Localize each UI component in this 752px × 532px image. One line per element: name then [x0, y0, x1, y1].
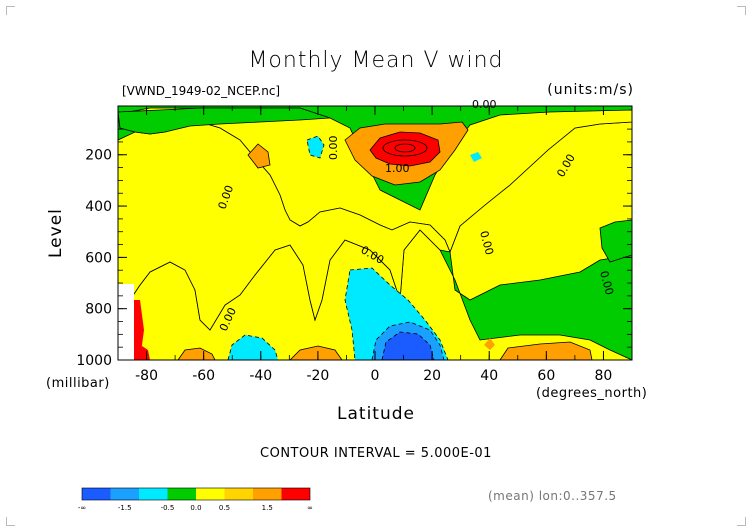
colorbar-tick-label: 0.5 [219, 504, 230, 512]
x-tick-label: 80 [595, 368, 613, 384]
x-tick-label: -60 [192, 368, 215, 384]
field-yellow-mid [118, 121, 451, 331]
colorbar-band [110, 488, 139, 500]
y-tick-label: 200 [85, 148, 112, 164]
contour-red-inner-2 [394, 143, 416, 153]
y-tick-label: 400 [85, 199, 112, 215]
x-tick-label: 20 [423, 368, 441, 384]
x-axis-units: (degrees_north) [536, 386, 648, 401]
colorbar-tick-labels: -∞ -1.5 -0.5 0.0 0.5 1.5 ∞ [78, 504, 313, 512]
crop-mark-bottom-left [6, 517, 15, 526]
crop-mark-top-right [737, 6, 746, 15]
contour-label-upper-center: 0.00 [327, 136, 340, 161]
colorbar-band [82, 488, 111, 500]
axes: -80 -60 -40 -20 0 20 40 60 80 200 400 600 800 1000 [76, 106, 633, 384]
y-tick-label: 800 [85, 302, 112, 318]
x-axis-label: Latitude [337, 404, 415, 424]
colorbar-bands [81, 487, 311, 501]
field-cyan-small [470, 152, 482, 162]
x-tick-label: 0 [371, 368, 380, 384]
field-red-left-edge [134, 300, 144, 360]
colorbar-tick-label: -1.5 [118, 504, 132, 512]
colorbar-band [139, 488, 168, 500]
field-blue-core [381, 331, 435, 360]
contour-field [118, 106, 632, 360]
contour-label-right-lower: 0.00 [597, 269, 616, 296]
contour-red-inner [382, 139, 428, 157]
colorbar-band [196, 488, 225, 500]
colorbar-tick-label: 1.5 [262, 504, 273, 512]
contour-interval-text: CONTOUR INTERVAL = 5.000E-01 [260, 446, 492, 461]
colorbar-band [167, 488, 196, 500]
colorbar-tick-label: -0.5 [161, 504, 175, 512]
colorbar-tick-label: -∞ [78, 504, 86, 512]
field-cyan-left [227, 334, 279, 360]
colorbar-tick-label: ∞ [307, 504, 313, 512]
colorbar-band [253, 488, 282, 500]
source-file-label: [VWND_1949-02_NCEP.nc] [122, 84, 281, 98]
mean-footer: (mean) lon:0..357.5 [488, 489, 617, 503]
y-tick-label: 600 [85, 250, 112, 266]
x-tick-label: 40 [480, 368, 498, 384]
colorbar-tick-label: 0.0 [190, 504, 201, 512]
x-tick-label: -40 [249, 368, 272, 384]
colorbar-band [224, 488, 253, 500]
missing-data-region [118, 284, 134, 360]
field-green-right [599, 219, 632, 263]
field-orange-left [247, 143, 271, 169]
colorbar-frame [81, 487, 311, 501]
field-red-core [369, 131, 441, 167]
x-tick-label: -20 [306, 368, 329, 384]
field-cyan-top [306, 135, 325, 159]
contour-label-top: 0.00 [472, 98, 497, 111]
field-orange-bottom-left [177, 347, 216, 360]
crop-mark-top-left [6, 6, 15, 15]
chart-title: Monthly Mean V wind [248, 48, 504, 73]
x-tick-label: -80 [135, 368, 158, 384]
y-tick-label: 1000 [76, 353, 112, 369]
x-tick-label: 60 [537, 368, 555, 384]
contour-label-red: 1.00 [385, 162, 410, 175]
crop-mark-bottom-right [737, 517, 746, 526]
field-orange-right-small [484, 338, 495, 350]
contour-label-right-mid: 0.00 [477, 229, 496, 256]
units-label: (units:m/s) [547, 82, 634, 98]
colorbar-band [281, 488, 310, 500]
field-orange-bottom-mid [289, 345, 343, 360]
field-green-left-top [118, 107, 331, 135]
y-axis-units: (millibar) [46, 376, 110, 391]
